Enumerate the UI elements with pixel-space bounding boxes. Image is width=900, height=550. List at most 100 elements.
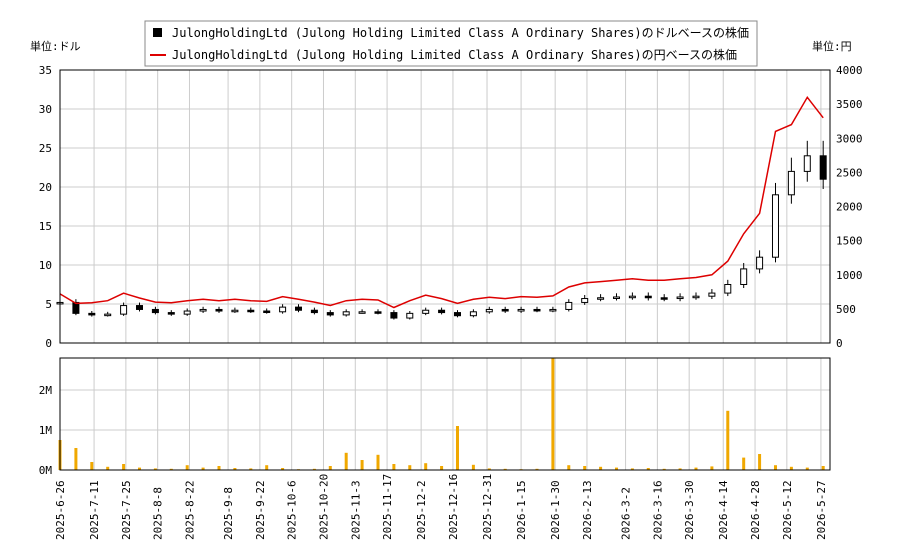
usd-candle	[469, 311, 477, 317]
legend-label-usd: JulongHoldingLtd (Julong Holding Limited…	[172, 25, 749, 40]
usd-candle	[135, 305, 143, 310]
legend: JulongHoldingLtd (Julong Holding Limited…	[144, 20, 758, 67]
x-tick-label: 2025-12-2	[415, 480, 428, 540]
usd-candle	[787, 170, 795, 196]
usd-candle	[819, 155, 827, 180]
volume-bar	[726, 410, 730, 470]
x-tick-label: 2026-3-16	[651, 480, 664, 540]
usd-candle	[215, 308, 223, 312]
volume-bar	[678, 468, 682, 470]
volume-tick-label: 2M	[39, 384, 53, 397]
right-tick-label: 0	[836, 337, 843, 350]
x-tick-label: 2026-4-14	[717, 480, 730, 540]
left-axis-unit: 単位:ドル	[30, 39, 81, 53]
volume-bar	[90, 462, 94, 470]
x-tick-label: 2025-8-8	[152, 487, 165, 540]
volume-bar	[376, 454, 380, 470]
volume-bar	[153, 468, 157, 470]
legend-label-jpy: JulongHoldingLtd (Julong Holding Limited…	[172, 47, 737, 62]
volume-bar	[662, 468, 666, 470]
usd-candle	[294, 306, 302, 311]
volume-bars	[58, 358, 825, 470]
x-tick-label: 2026-5-12	[781, 480, 794, 540]
volume-bar	[630, 468, 634, 470]
x-tick-label: 2025-11-3	[349, 480, 362, 540]
price-panel-frame	[59, 69, 831, 344]
usd-candle	[326, 312, 334, 316]
usd-candle	[708, 292, 716, 297]
volume-panel: 0M 1M 2M	[39, 357, 831, 477]
x-tick-label: 2025-6-26	[54, 480, 67, 540]
usd-candle	[183, 310, 191, 315]
x-tick-label: 2025-9-22	[254, 480, 267, 540]
usd-candle	[72, 301, 80, 314]
volume-bar	[805, 467, 809, 470]
volume-bar	[281, 468, 285, 470]
right-tick-label: 4000	[836, 64, 863, 77]
x-tick-label: 2026-5-27	[815, 480, 828, 540]
usd-candle	[676, 296, 684, 300]
right-tick-label: 500	[836, 303, 856, 316]
volume-bar	[360, 460, 364, 470]
volume-bar	[487, 468, 491, 470]
volume-bar	[583, 466, 587, 470]
right-tick-label: 1500	[836, 235, 863, 248]
volume-bar	[646, 468, 650, 470]
volume-bar	[710, 466, 714, 470]
x-tick-label: 2026-3-2	[620, 487, 633, 540]
jpy-price-line	[59, 95, 824, 309]
volume-bar	[599, 466, 603, 470]
usd-candle	[692, 295, 700, 299]
volume-bar	[440, 466, 444, 470]
usd-candle	[517, 308, 525, 312]
volume-bar	[106, 466, 110, 470]
price-panel: 0 5 10 15 20 25 30 35 0 500 1000 1500 2000 2500 3000 3…	[39, 64, 863, 350]
usd-candle	[453, 312, 461, 317]
usd-candle	[724, 284, 732, 294]
usd-candle	[756, 256, 764, 270]
x-tick-label: 2025-8-22	[183, 480, 196, 540]
volume-bar	[773, 465, 777, 470]
volume-bar	[424, 463, 428, 470]
left-tick-label: 20	[39, 181, 52, 194]
usd-candle	[104, 313, 112, 317]
volume-bar	[535, 468, 539, 470]
volume-bar	[455, 426, 459, 470]
volume-bar	[217, 466, 221, 470]
usd-candle	[597, 297, 605, 300]
volume-bar	[567, 465, 571, 470]
left-tick-label: 35	[39, 64, 52, 77]
volume-bar	[137, 467, 141, 470]
volume-grid	[59, 358, 830, 471]
x-tick-label: 2026-2-13	[581, 480, 594, 540]
volume-bar	[614, 467, 618, 470]
usd-candle	[406, 312, 414, 319]
volume-bar	[503, 468, 507, 470]
usd-candle	[279, 306, 287, 313]
x-tick-label: 2025-7-25	[120, 480, 133, 540]
usd-candle	[120, 305, 128, 315]
right-axis-ticks: 0 500 1000 1500 2000 2500 3000 3500 4000	[836, 64, 863, 350]
volume-bar	[312, 468, 316, 470]
x-tick-label: 2026-1-30	[549, 480, 562, 540]
usd-candle	[310, 309, 318, 314]
usd-candle	[263, 310, 271, 314]
left-tick-label: 5	[45, 298, 52, 311]
x-tick-label: 2025-7-11	[88, 480, 101, 540]
volume-bar	[821, 466, 825, 470]
right-tick-label: 2500	[836, 166, 863, 179]
usd-candle	[247, 309, 255, 313]
x-tick-label: 2025-10-20	[317, 474, 330, 540]
usd-candle	[771, 194, 779, 258]
right-tick-label: 2000	[836, 201, 863, 214]
legend-marker-usd	[153, 28, 162, 37]
usd-candle	[199, 308, 207, 312]
usd-candle	[660, 297, 668, 300]
usd-candle	[390, 312, 398, 319]
volume-bar	[408, 465, 412, 470]
volume-bar	[471, 464, 475, 470]
volume-bar	[328, 466, 332, 470]
usd-candle	[438, 309, 446, 314]
volume-bar	[392, 464, 396, 470]
right-tick-label: 3000	[836, 132, 863, 145]
